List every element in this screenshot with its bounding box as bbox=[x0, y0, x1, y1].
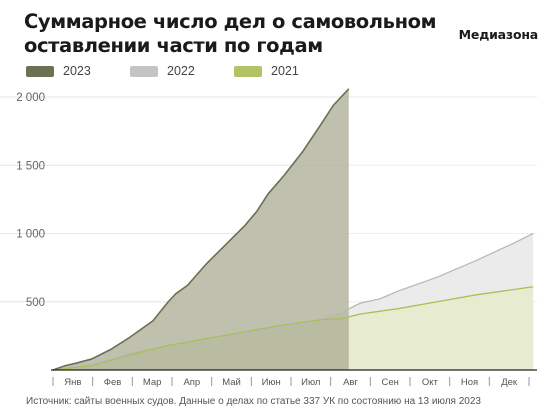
x-tick-label-Сен: Сен bbox=[381, 377, 398, 388]
x-tick-label-Июн: Июн bbox=[262, 377, 281, 388]
line-2022 bbox=[52, 232, 534, 371]
area-2023 bbox=[53, 88, 349, 370]
y-tick-label-1500: 1 500 bbox=[16, 160, 45, 172]
x-tick-label-Май: Май bbox=[222, 377, 241, 388]
x-tick-label-Янв: Янв bbox=[64, 377, 81, 388]
x-tick-label-Апр: Апр bbox=[183, 377, 200, 388]
legend-label-2023: 2023 bbox=[63, 64, 91, 78]
x-tick-label-Июл: Июл bbox=[301, 377, 320, 388]
x-tick-label-Фев: Фев bbox=[104, 377, 122, 388]
y-tick-label-500: 500 bbox=[26, 297, 45, 309]
legend-item-2021: 2021 bbox=[234, 62, 299, 80]
line-2021 bbox=[52, 286, 534, 371]
fade-overlay bbox=[348, 97, 537, 370]
legend-item-2023: 2023 bbox=[26, 62, 91, 80]
legend-label-2022: 2022 bbox=[167, 64, 195, 78]
x-tick-label-Авг: Авг bbox=[343, 377, 358, 388]
legend-label-2021: 2021 bbox=[271, 64, 299, 78]
brand-logo: Медиазона bbox=[458, 27, 539, 42]
legend-swatch-2022 bbox=[130, 65, 158, 77]
line-2023 bbox=[52, 88, 350, 371]
x-tick-label-Мар: Мар bbox=[143, 377, 162, 388]
y-tick-label-2000: 2 000 bbox=[16, 92, 45, 104]
source-note: Источник: сайты военных судов. Данные о … bbox=[26, 396, 481, 407]
legend-swatch-2023 bbox=[26, 65, 54, 77]
chart-title: Суммарное число дел о самовольном оставл… bbox=[24, 10, 437, 57]
legend-swatch-2021 bbox=[234, 65, 262, 77]
legend-item-2022: 2022 bbox=[130, 62, 195, 80]
chart-legend: 2023 2022 2021 bbox=[0, 62, 560, 80]
y-tick-label-1000: 1 000 bbox=[16, 229, 45, 241]
x-tick-label-Окт: Окт bbox=[422, 377, 439, 388]
x-tick-label-Дек: Дек bbox=[501, 377, 518, 388]
x-tick-label-Ноя: Ноя bbox=[461, 377, 478, 388]
